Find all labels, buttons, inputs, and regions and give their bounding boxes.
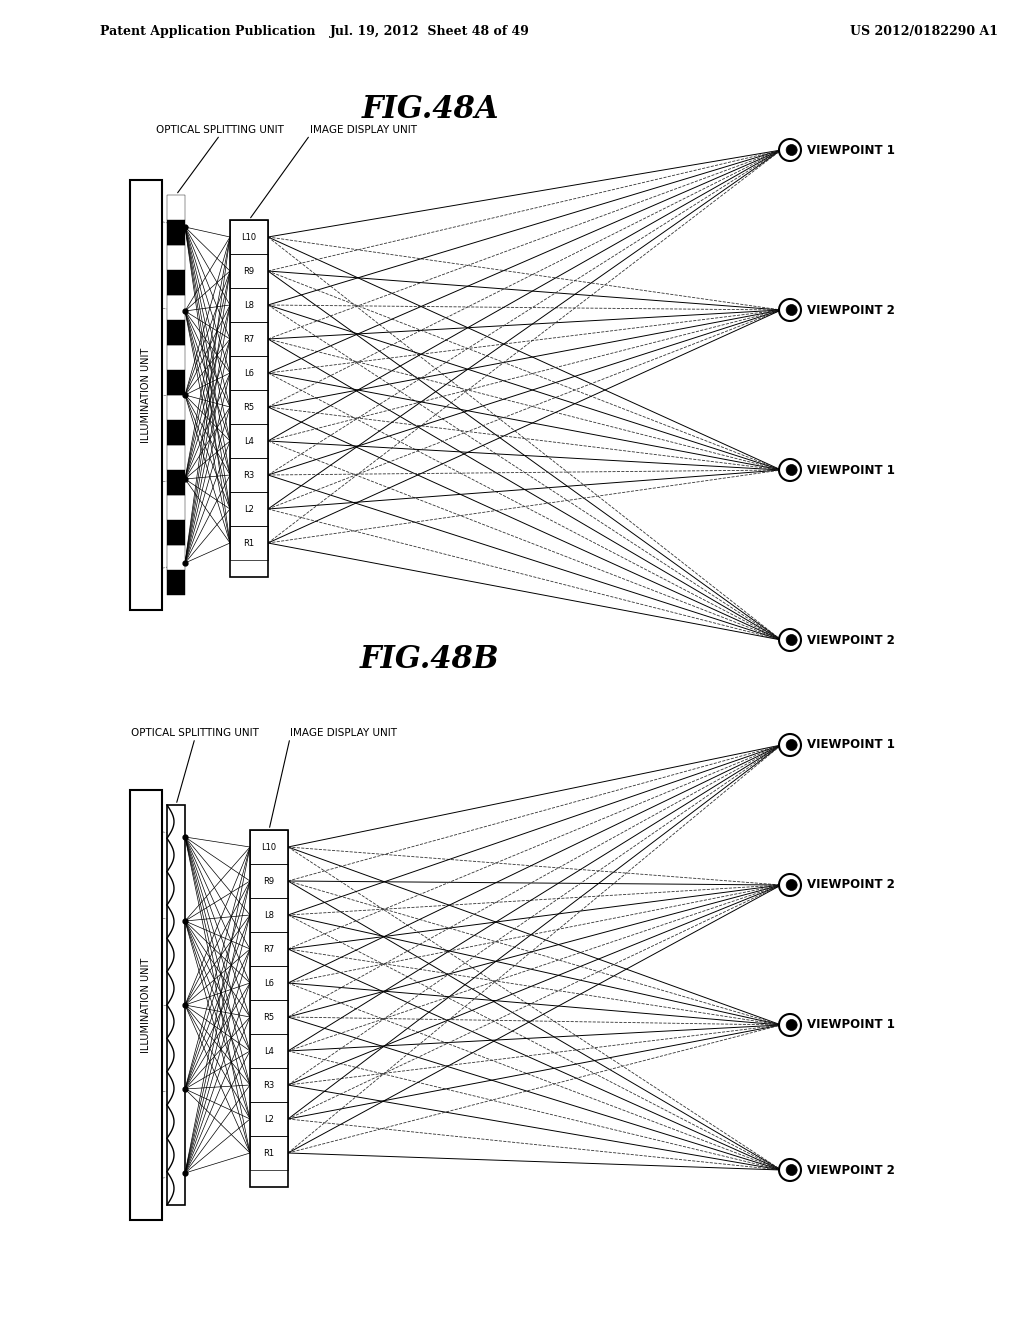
- Text: R3: R3: [244, 470, 255, 479]
- Text: ILLUMINATION UNIT: ILLUMINATION UNIT: [141, 347, 151, 442]
- Text: VIEWPOINT 2: VIEWPOINT 2: [807, 1163, 895, 1176]
- Bar: [230, 458, 268, 492]
- Circle shape: [779, 1159, 801, 1181]
- Bar: [230, 356, 268, 389]
- Text: VIEWPOINT 1: VIEWPOINT 1: [807, 1019, 895, 1031]
- Text: L2: L2: [264, 1114, 274, 1123]
- Bar: [167, 570, 185, 595]
- Text: IMAGE DISPLAY UNIT: IMAGE DISPLAY UNIT: [310, 125, 417, 135]
- Text: L2: L2: [244, 504, 254, 513]
- Text: US 2012/0182290 A1: US 2012/0182290 A1: [850, 25, 998, 38]
- Circle shape: [786, 879, 797, 891]
- Circle shape: [779, 300, 801, 321]
- Text: R9: R9: [263, 876, 274, 886]
- Text: L6: L6: [244, 368, 254, 378]
- Text: ILLUMINATION UNIT: ILLUMINATION UNIT: [141, 957, 151, 1052]
- Bar: [250, 1102, 288, 1137]
- Circle shape: [779, 1014, 801, 1036]
- Text: VIEWPOINT 1: VIEWPOINT 1: [807, 463, 895, 477]
- Bar: [250, 1034, 288, 1068]
- Circle shape: [779, 139, 801, 161]
- Bar: [167, 246, 185, 271]
- Bar: [167, 271, 185, 294]
- Text: R1: R1: [244, 539, 255, 548]
- Text: VIEWPOINT 1: VIEWPOINT 1: [807, 144, 895, 157]
- Bar: [230, 322, 268, 356]
- Bar: [167, 220, 185, 246]
- Bar: [230, 220, 268, 577]
- Bar: [167, 445, 185, 470]
- Bar: [230, 389, 268, 424]
- Bar: [167, 805, 185, 1205]
- Text: OPTICAL SPLITTING UNIT: OPTICAL SPLITTING UNIT: [156, 125, 284, 135]
- Text: VIEWPOINT 2: VIEWPOINT 2: [807, 634, 895, 647]
- Text: L8: L8: [264, 911, 274, 920]
- Text: IMAGE DISPLAY UNIT: IMAGE DISPLAY UNIT: [290, 729, 397, 738]
- Bar: [230, 253, 268, 288]
- Circle shape: [779, 734, 801, 756]
- Circle shape: [786, 635, 797, 645]
- Bar: [230, 424, 268, 458]
- Text: VIEWPOINT 2: VIEWPOINT 2: [807, 879, 895, 891]
- Circle shape: [779, 630, 801, 651]
- Bar: [167, 370, 185, 395]
- Text: R9: R9: [244, 267, 255, 276]
- Text: L4: L4: [264, 1047, 274, 1056]
- Text: L10: L10: [242, 232, 257, 242]
- Text: Patent Application Publication: Patent Application Publication: [100, 25, 315, 38]
- Bar: [167, 545, 185, 570]
- Text: OPTICAL SPLITTING UNIT: OPTICAL SPLITTING UNIT: [131, 729, 259, 738]
- Circle shape: [779, 459, 801, 480]
- Bar: [250, 1068, 288, 1102]
- Bar: [250, 830, 288, 1187]
- Bar: [167, 395, 185, 420]
- Text: R3: R3: [263, 1081, 274, 1089]
- Text: VIEWPOINT 2: VIEWPOINT 2: [807, 304, 895, 317]
- Circle shape: [786, 739, 797, 751]
- Text: Jul. 19, 2012  Sheet 48 of 49: Jul. 19, 2012 Sheet 48 of 49: [330, 25, 530, 38]
- Circle shape: [786, 465, 797, 475]
- Bar: [130, 789, 162, 1220]
- Circle shape: [786, 144, 797, 156]
- Text: L4: L4: [244, 437, 254, 446]
- Text: R7: R7: [263, 945, 274, 953]
- Bar: [167, 345, 185, 370]
- Bar: [167, 319, 185, 345]
- Bar: [250, 1001, 288, 1034]
- Bar: [230, 220, 268, 253]
- Bar: [167, 195, 185, 220]
- Text: R7: R7: [244, 334, 255, 343]
- Circle shape: [786, 1164, 797, 1176]
- Bar: [250, 830, 288, 865]
- Text: FIG.48A: FIG.48A: [361, 95, 499, 125]
- Bar: [250, 898, 288, 932]
- Text: R1: R1: [263, 1148, 274, 1158]
- Bar: [167, 470, 185, 495]
- Text: L10: L10: [261, 842, 276, 851]
- Bar: [230, 525, 268, 560]
- Text: VIEWPOINT 1: VIEWPOINT 1: [807, 738, 895, 751]
- Text: R5: R5: [263, 1012, 274, 1022]
- Bar: [250, 932, 288, 966]
- Bar: [250, 865, 288, 898]
- Bar: [130, 180, 162, 610]
- Circle shape: [779, 874, 801, 896]
- Bar: [250, 1137, 288, 1170]
- Bar: [167, 294, 185, 319]
- Text: R5: R5: [244, 403, 255, 412]
- Text: L6: L6: [264, 978, 274, 987]
- Bar: [250, 966, 288, 1001]
- Text: L8: L8: [244, 301, 254, 309]
- Bar: [230, 288, 268, 322]
- Text: FIG.48B: FIG.48B: [360, 644, 500, 676]
- Bar: [167, 520, 185, 545]
- Circle shape: [786, 305, 797, 315]
- Circle shape: [786, 1019, 797, 1031]
- Bar: [230, 492, 268, 525]
- Bar: [167, 495, 185, 520]
- Bar: [167, 420, 185, 445]
